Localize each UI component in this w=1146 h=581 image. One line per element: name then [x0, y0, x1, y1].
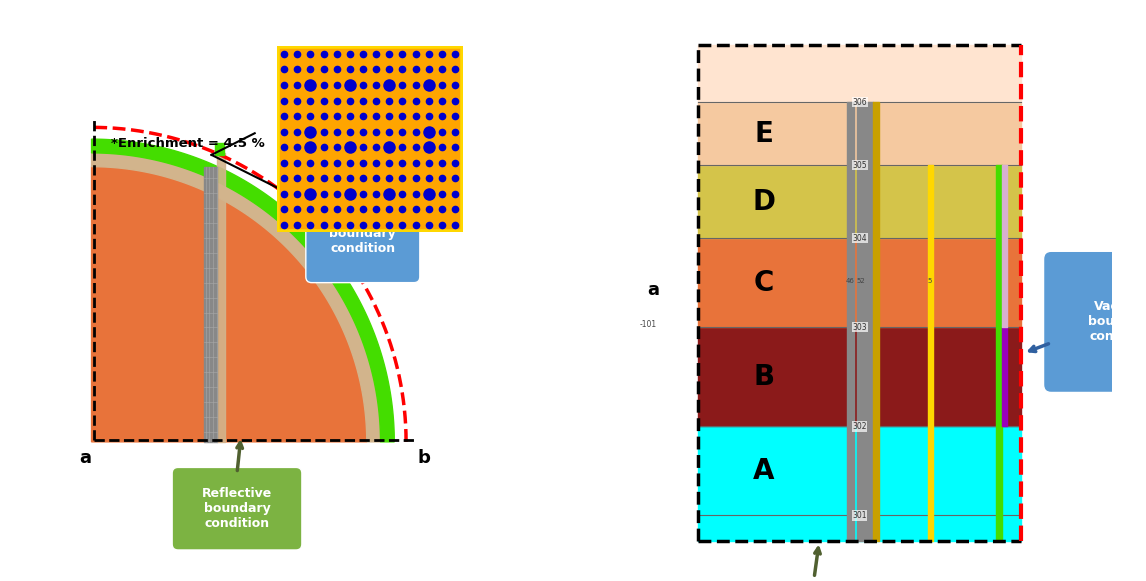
Text: b: b: [1070, 282, 1083, 299]
Text: 46: 46: [846, 278, 855, 284]
Text: D: D: [752, 188, 775, 216]
Polygon shape: [92, 139, 394, 442]
Text: 52: 52: [857, 278, 865, 284]
Text: *Enrichment = 4.5 %: *Enrichment = 4.5 %: [111, 137, 265, 150]
Text: B: B: [753, 363, 775, 391]
Text: 5: 5: [928, 278, 933, 284]
Text: -101: -101: [639, 320, 657, 329]
FancyBboxPatch shape: [172, 468, 301, 550]
Polygon shape: [92, 167, 367, 442]
Text: A: A: [753, 457, 775, 485]
Polygon shape: [92, 153, 380, 442]
Text: Vacuum
boundary
condition: Vacuum boundary condition: [329, 212, 397, 255]
FancyBboxPatch shape: [716, 571, 912, 581]
Text: a: a: [80, 450, 92, 468]
Text: 303: 303: [853, 322, 866, 332]
Text: 302: 302: [853, 422, 866, 431]
Text: Vacuum
boundary
condition: Vacuum boundary condition: [1089, 300, 1146, 343]
Text: 306: 306: [853, 98, 866, 107]
FancyBboxPatch shape: [306, 184, 419, 282]
Text: C: C: [754, 268, 774, 297]
Text: Reflective
boundary
condition: Reflective boundary condition: [202, 487, 272, 530]
Text: E: E: [754, 120, 774, 148]
FancyBboxPatch shape: [1044, 251, 1146, 393]
Text: a: a: [646, 282, 659, 299]
Text: 301: 301: [853, 511, 866, 520]
Text: b: b: [417, 450, 430, 468]
Text: 305: 305: [853, 160, 866, 170]
Text: 304: 304: [853, 234, 866, 243]
